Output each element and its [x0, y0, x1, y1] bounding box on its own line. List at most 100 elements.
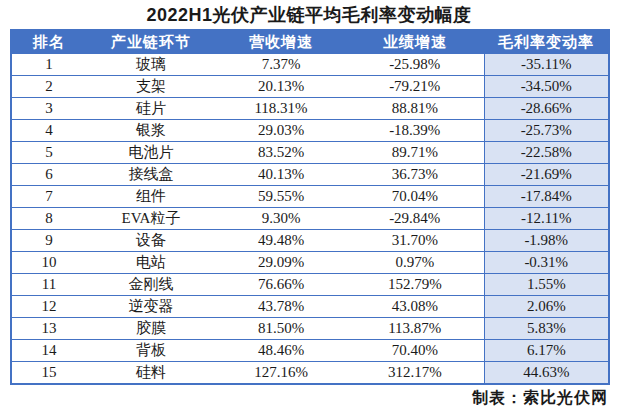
- table-row: 1玻璃7.37%-25.98%-35.11%: [11, 54, 609, 76]
- table-credit: 制表：索比光伏网: [0, 388, 608, 409]
- rank-cell: 11: [11, 274, 86, 296]
- value-cell: 70.04%: [346, 186, 484, 208]
- value-cell: 43.78%: [216, 296, 346, 318]
- rank-cell: 12: [11, 296, 86, 318]
- value-cell: 89.71%: [346, 142, 484, 164]
- value-cell: 电站: [86, 252, 216, 274]
- table-row: 14背板48.46%70.40%6.17%: [11, 340, 609, 362]
- column-header-2: 营收增速: [216, 30, 346, 54]
- value-cell: 电池片: [86, 142, 216, 164]
- value-cell: 0.97%: [346, 252, 484, 274]
- value-cell: -22.58%: [484, 142, 609, 164]
- value-cell: EVA粒子: [86, 208, 216, 230]
- table-row: 2支架20.13%-79.21%-34.50%: [11, 76, 609, 98]
- value-cell: -79.21%: [346, 76, 484, 98]
- value-cell: 88.81%: [346, 98, 484, 120]
- value-cell: -12.11%: [484, 208, 609, 230]
- rank-cell: 8: [11, 208, 86, 230]
- value-cell: 113.87%: [346, 318, 484, 340]
- gross-margin-change-table: 排名产业链环节营收增速业绩增速毛利率变动率 1玻璃7.37%-25.98%-35…: [10, 29, 610, 385]
- column-header-0: 排名: [11, 30, 86, 54]
- rank-cell: 1: [11, 54, 86, 76]
- value-cell: 金刚线: [86, 274, 216, 296]
- value-cell: 312.17%: [346, 362, 484, 385]
- table-header-row: 排名产业链环节营收增速业绩增速毛利率变动率: [11, 30, 609, 54]
- value-cell: 逆变器: [86, 296, 216, 318]
- value-cell: 胶膜: [86, 318, 216, 340]
- value-cell: 设备: [86, 230, 216, 252]
- value-cell: -21.69%: [484, 164, 609, 186]
- table-row: 11金刚线76.66%152.79%1.55%: [11, 274, 609, 296]
- value-cell: -34.50%: [484, 76, 609, 98]
- column-header-1: 产业链环节: [86, 30, 216, 54]
- table-header: 排名产业链环节营收增速业绩增速毛利率变动率: [11, 30, 609, 54]
- value-cell: 9.30%: [216, 208, 346, 230]
- value-cell: 接线盒: [86, 164, 216, 186]
- value-cell: -35.11%: [484, 54, 609, 76]
- value-cell: 70.40%: [346, 340, 484, 362]
- value-cell: -0.31%: [484, 252, 609, 274]
- value-cell: 83.52%: [216, 142, 346, 164]
- value-cell: 2.06%: [484, 296, 609, 318]
- value-cell: 5.83%: [484, 318, 609, 340]
- value-cell: -18.39%: [346, 120, 484, 142]
- rank-cell: 10: [11, 252, 86, 274]
- table-row: 3硅片118.31%88.81%-28.66%: [11, 98, 609, 120]
- value-cell: 支架: [86, 76, 216, 98]
- page-title: 2022H1光伏产业链平均毛利率变动幅度: [0, 0, 618, 26]
- rank-cell: 4: [11, 120, 86, 142]
- value-cell: 29.09%: [216, 252, 346, 274]
- value-cell: -1.98%: [484, 230, 609, 252]
- rank-cell: 5: [11, 142, 86, 164]
- value-cell: 43.08%: [346, 296, 484, 318]
- table-row: 13胶膜81.50%113.87%5.83%: [11, 318, 609, 340]
- value-cell: 29.03%: [216, 120, 346, 142]
- value-cell: -28.66%: [484, 98, 609, 120]
- table-row: 6接线盒40.13%36.73%-21.69%: [11, 164, 609, 186]
- table-row: 10电站29.09%0.97%-0.31%: [11, 252, 609, 274]
- value-cell: 59.55%: [216, 186, 346, 208]
- value-cell: 40.13%: [216, 164, 346, 186]
- column-header-4: 毛利率变动率: [484, 30, 609, 54]
- value-cell: 玻璃: [86, 54, 216, 76]
- table-row: 12逆变器43.78%43.08%2.06%: [11, 296, 609, 318]
- value-cell: 硅料: [86, 362, 216, 385]
- value-cell: 152.79%: [346, 274, 484, 296]
- rank-cell: 7: [11, 186, 86, 208]
- value-cell: -29.84%: [346, 208, 484, 230]
- value-cell: -25.98%: [346, 54, 484, 76]
- value-cell: 31.70%: [346, 230, 484, 252]
- value-cell: 7.37%: [216, 54, 346, 76]
- rank-cell: 6: [11, 164, 86, 186]
- value-cell: 127.16%: [216, 362, 346, 385]
- rank-cell: 3: [11, 98, 86, 120]
- value-cell: 6.17%: [484, 340, 609, 362]
- value-cell: 银浆: [86, 120, 216, 142]
- value-cell: 36.73%: [346, 164, 484, 186]
- rank-cell: 9: [11, 230, 86, 252]
- rank-cell: 2: [11, 76, 86, 98]
- value-cell: 48.46%: [216, 340, 346, 362]
- value-cell: 背板: [86, 340, 216, 362]
- rank-cell: 15: [11, 362, 86, 385]
- value-cell: -25.73%: [484, 120, 609, 142]
- value-cell: 76.66%: [216, 274, 346, 296]
- value-cell: 49.48%: [216, 230, 346, 252]
- table-row: 8EVA粒子9.30%-29.84%-12.11%: [11, 208, 609, 230]
- table-row: 7组件59.55%70.04%-17.84%: [11, 186, 609, 208]
- rank-cell: 13: [11, 318, 86, 340]
- table-row: 4银浆29.03%-18.39%-25.73%: [11, 120, 609, 142]
- column-header-3: 业绩增速: [346, 30, 484, 54]
- value-cell: 硅片: [86, 98, 216, 120]
- table-row: 5电池片83.52%89.71%-22.58%: [11, 142, 609, 164]
- value-cell: -17.84%: [484, 186, 609, 208]
- value-cell: 44.63%: [484, 362, 609, 385]
- value-cell: 20.13%: [216, 76, 346, 98]
- value-cell: 组件: [86, 186, 216, 208]
- rank-cell: 14: [11, 340, 86, 362]
- value-cell: 1.55%: [484, 274, 609, 296]
- table-body: 1玻璃7.37%-25.98%-35.11%2支架20.13%-79.21%-3…: [11, 54, 609, 384]
- table-row: 15硅料127.16%312.17%44.63%: [11, 362, 609, 385]
- table-row: 9设备49.48%31.70%-1.98%: [11, 230, 609, 252]
- value-cell: 81.50%: [216, 318, 346, 340]
